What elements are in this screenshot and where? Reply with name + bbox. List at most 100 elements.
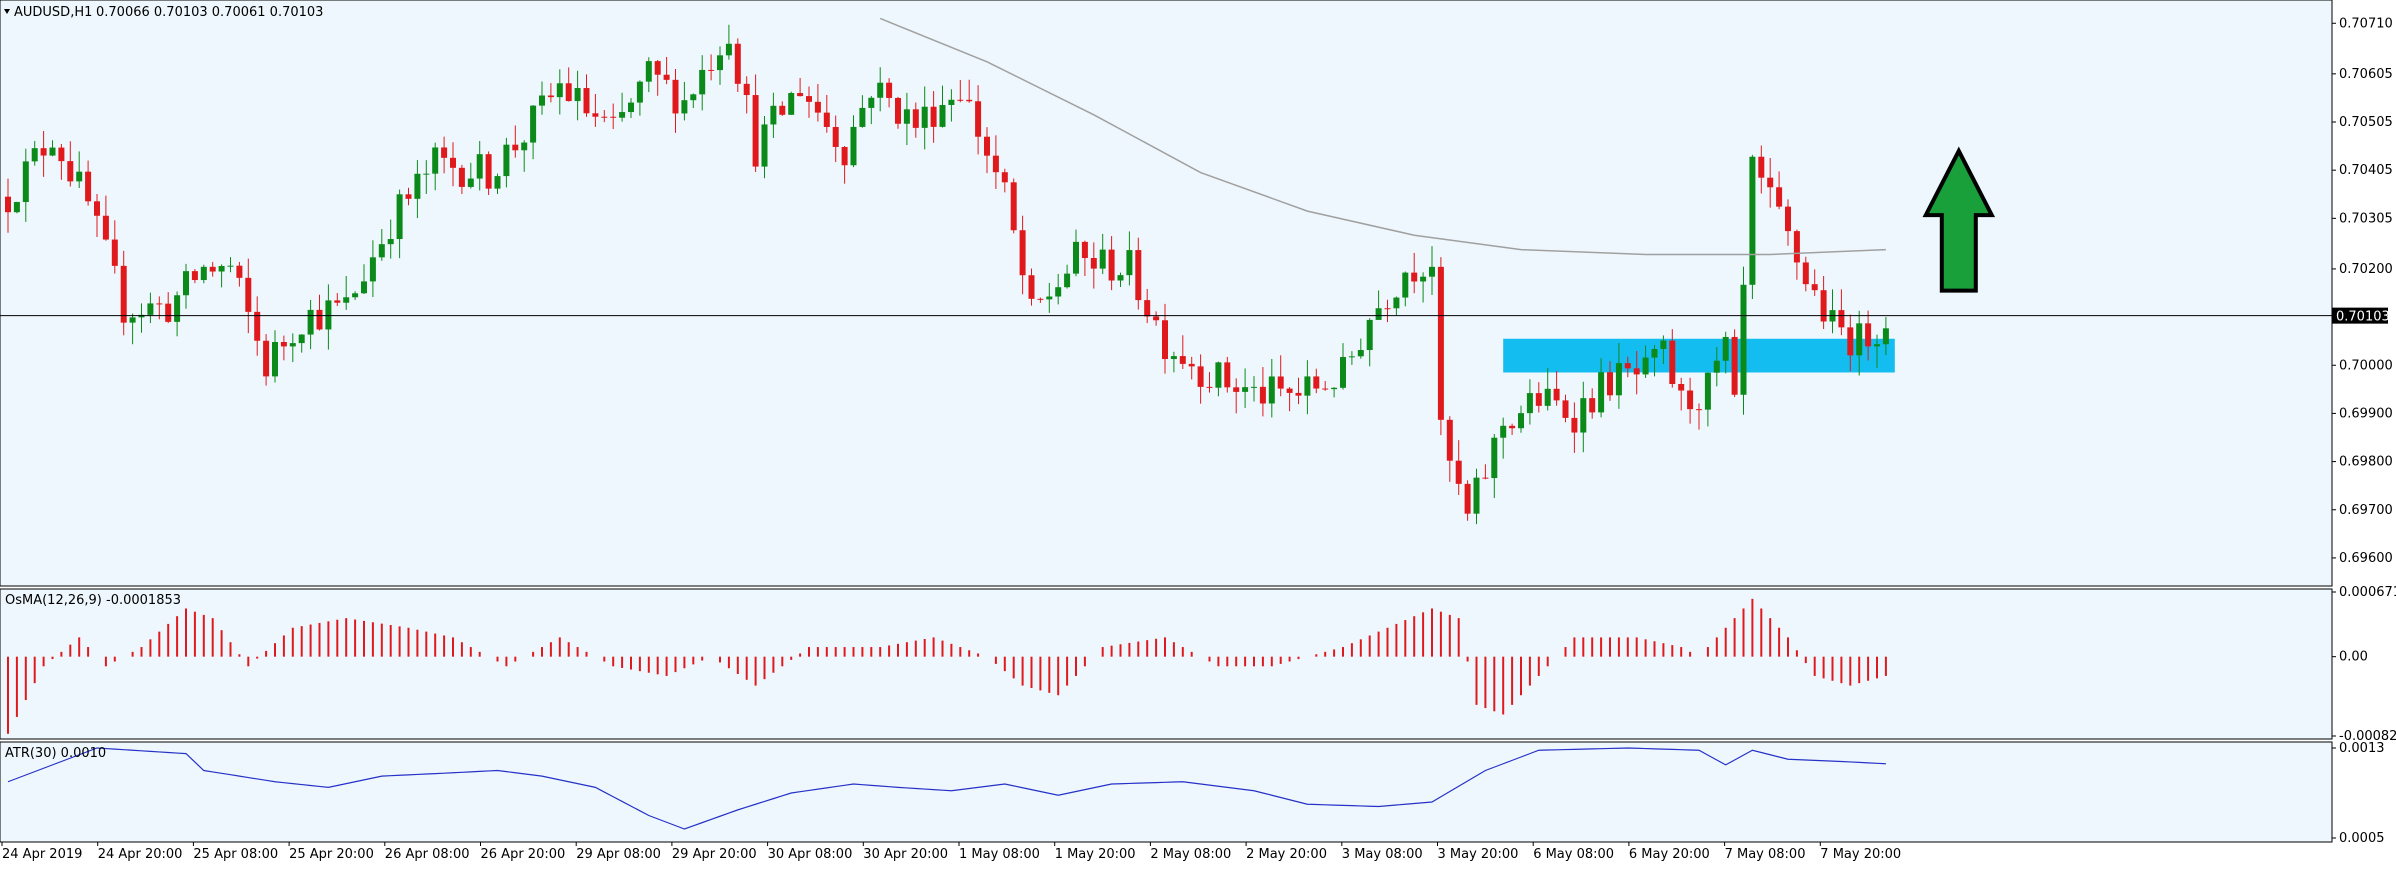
candle[interactable] — [120, 265, 127, 323]
candle[interactable] — [1268, 376, 1275, 404]
candle[interactable] — [432, 147, 439, 174]
candle[interactable] — [1375, 308, 1382, 320]
candle[interactable] — [930, 106, 937, 127]
candle[interactable] — [592, 113, 599, 117]
candle[interactable] — [574, 88, 581, 102]
candle[interactable] — [1037, 298, 1044, 300]
candle[interactable] — [1793, 231, 1800, 263]
candle[interactable] — [414, 173, 421, 199]
candle[interactable] — [102, 215, 109, 240]
candle[interactable] — [22, 161, 29, 203]
candle[interactable] — [31, 148, 38, 162]
candle[interactable] — [1535, 393, 1542, 406]
candle[interactable] — [272, 342, 278, 377]
candle[interactable] — [450, 157, 456, 168]
candle[interactable] — [610, 116, 617, 118]
candle[interactable] — [521, 142, 528, 151]
candle[interactable] — [1802, 262, 1809, 285]
candle[interactable] — [1170, 356, 1177, 360]
candle[interactable] — [1393, 297, 1400, 309]
candle[interactable] — [814, 101, 821, 113]
candle[interactable] — [1108, 249, 1115, 281]
candle[interactable] — [298, 334, 305, 344]
candle[interactable] — [681, 100, 688, 114]
candle[interactable] — [583, 88, 590, 114]
candle[interactable] — [645, 61, 652, 82]
candle[interactable] — [5, 196, 11, 213]
candle[interactable] — [806, 96, 812, 102]
candle[interactable] — [1001, 172, 1008, 183]
candle[interactable] — [619, 112, 626, 118]
candle[interactable] — [1509, 425, 1516, 429]
candle[interactable] — [984, 136, 990, 156]
candle[interactable] — [1856, 323, 1863, 356]
candle[interactable] — [49, 147, 56, 156]
candle[interactable] — [58, 147, 65, 162]
candle[interactable] — [877, 82, 884, 98]
candle[interactable] — [1357, 350, 1364, 357]
candle[interactable] — [1464, 483, 1471, 514]
candle[interactable] — [85, 171, 92, 202]
candle[interactable] — [1785, 206, 1791, 232]
candle[interactable] — [200, 266, 207, 281]
candle[interactable] — [1242, 387, 1249, 392]
candle[interactable] — [236, 265, 243, 278]
candle[interactable] — [699, 69, 706, 95]
candle[interactable] — [1295, 392, 1302, 396]
candle[interactable] — [1028, 275, 1035, 299]
candle[interactable] — [227, 265, 234, 267]
candle[interactable] — [1482, 477, 1489, 479]
candle[interactable] — [1526, 393, 1533, 414]
candle[interactable] — [1491, 437, 1498, 479]
candle[interactable] — [1153, 316, 1160, 321]
candle[interactable] — [1233, 387, 1240, 392]
candle[interactable] — [1544, 388, 1551, 406]
candle[interactable] — [1224, 362, 1231, 388]
candle[interactable] — [539, 95, 545, 106]
candle[interactable] — [957, 99, 964, 101]
candle[interactable] — [1642, 357, 1649, 375]
candle[interactable] — [1518, 413, 1524, 429]
candle[interactable] — [67, 161, 74, 182]
candle[interactable] — [1064, 273, 1071, 288]
candle[interactable] — [1019, 230, 1026, 276]
candle[interactable] — [378, 244, 385, 258]
candle[interactable] — [1384, 308, 1391, 310]
candle[interactable] — [1188, 363, 1195, 367]
candle[interactable] — [992, 155, 999, 173]
candle[interactable] — [547, 95, 554, 98]
candle[interactable] — [396, 194, 403, 240]
candle[interactable] — [494, 176, 501, 189]
candle[interactable] — [13, 202, 20, 213]
candle[interactable] — [672, 79, 679, 114]
candle[interactable] — [94, 201, 100, 216]
candle[interactable] — [1010, 182, 1017, 231]
candle[interactable] — [307, 309, 314, 335]
candle[interactable] — [841, 146, 848, 166]
candle[interactable] — [1624, 363, 1631, 369]
candle[interactable] — [912, 109, 919, 128]
candle[interactable] — [1598, 372, 1605, 413]
candle[interactable] — [975, 101, 982, 137]
candle[interactable] — [1882, 328, 1889, 345]
candle[interactable] — [868, 97, 875, 108]
candle[interactable] — [1162, 320, 1168, 360]
candle[interactable] — [1811, 284, 1818, 291]
candle[interactable] — [1678, 383, 1685, 391]
candle[interactable] — [1411, 272, 1418, 282]
candle[interactable] — [788, 93, 795, 115]
candle[interactable] — [1046, 296, 1053, 300]
candle[interactable] — [1429, 266, 1435, 277]
candle[interactable] — [1259, 386, 1266, 404]
candle[interactable] — [1081, 241, 1088, 259]
candle[interactable] — [690, 94, 697, 101]
candle[interactable] — [1776, 187, 1783, 207]
candle[interactable] — [1758, 156, 1765, 178]
candle[interactable] — [530, 105, 537, 143]
candle[interactable] — [1651, 348, 1658, 358]
candle[interactable] — [485, 154, 492, 189]
candle[interactable] — [1402, 272, 1409, 298]
candle[interactable] — [743, 83, 750, 96]
candle[interactable] — [663, 74, 670, 80]
